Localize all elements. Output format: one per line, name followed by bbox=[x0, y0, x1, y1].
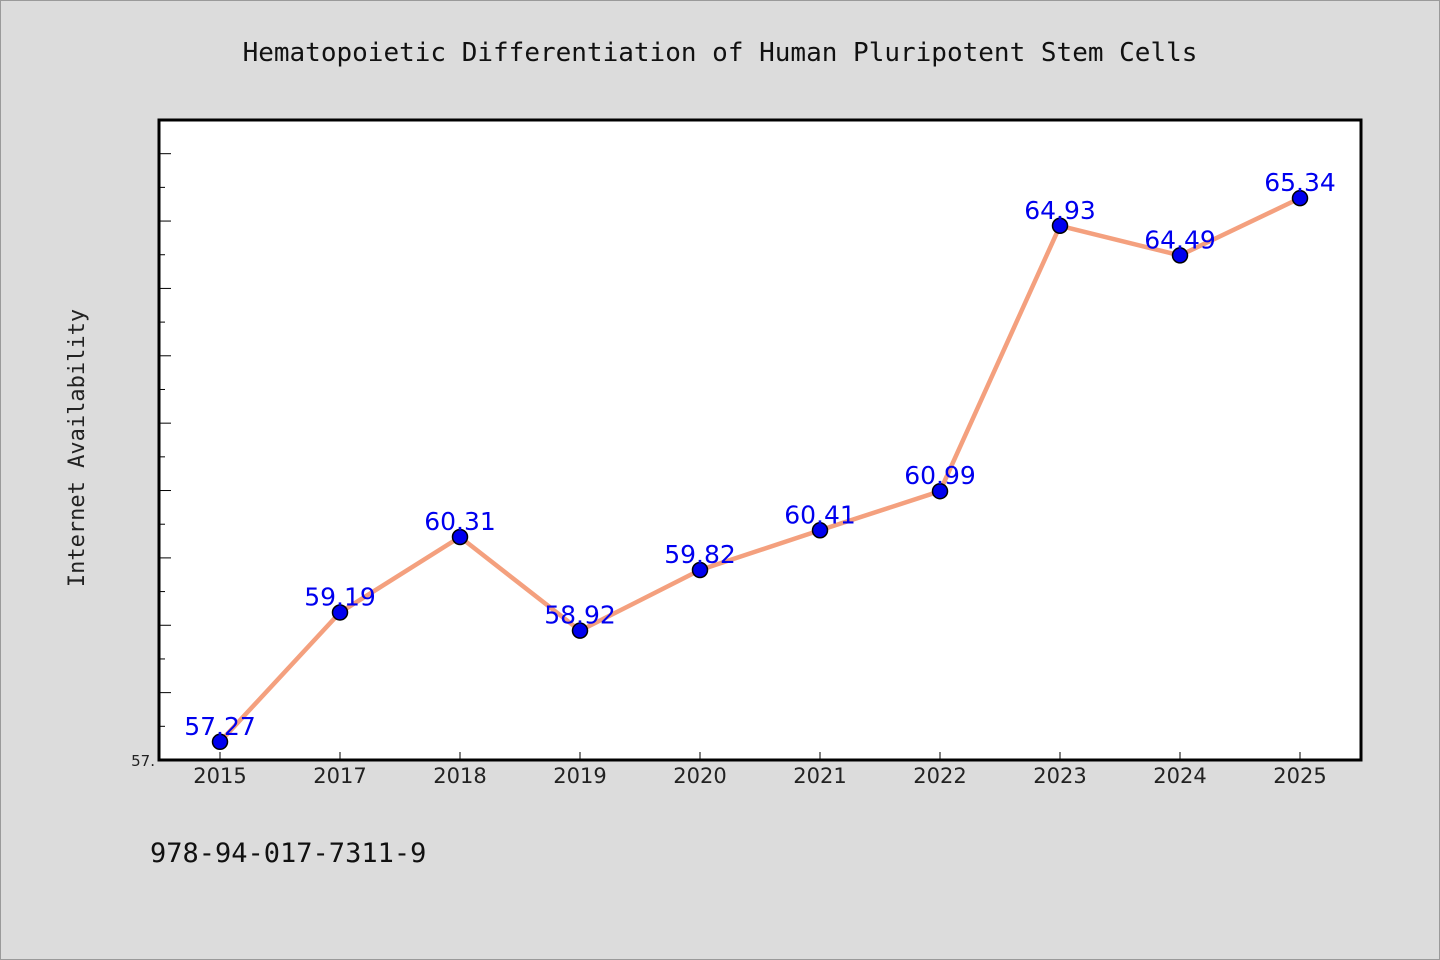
y-axis-label: Internet Availability bbox=[65, 309, 90, 587]
data-label: 57.27 bbox=[184, 712, 256, 741]
data-point bbox=[1291, 189, 1309, 207]
x-tick-label: 2020 bbox=[673, 764, 726, 788]
data-point bbox=[571, 622, 589, 639]
data-label: 59.82 bbox=[664, 540, 736, 569]
data-label: 64.49 bbox=[1144, 225, 1216, 254]
x-tick-label: 2018 bbox=[433, 764, 486, 788]
data-label: 64.93 bbox=[1024, 196, 1096, 225]
x-tick-label: 2019 bbox=[553, 764, 606, 788]
x-tick-label: 2022 bbox=[913, 764, 966, 788]
chart-title: Hematopoietic Differentiation of Human P… bbox=[243, 38, 1198, 68]
data-label: 60.31 bbox=[424, 507, 496, 536]
data-point bbox=[1171, 247, 1189, 264]
x-tick-label: 2021 bbox=[793, 764, 846, 788]
series-line-group bbox=[217, 195, 1303, 745]
data-label: 58.92 bbox=[544, 601, 616, 630]
data-point bbox=[811, 522, 829, 539]
x-tick-label: 2017 bbox=[313, 764, 366, 788]
x-tick-label: 2025 bbox=[1273, 764, 1326, 788]
data-point bbox=[691, 561, 709, 579]
data-point bbox=[211, 733, 229, 751]
data-point bbox=[931, 482, 949, 500]
plot-area bbox=[157, 118, 1363, 762]
x-tick-label: 2024 bbox=[1153, 764, 1206, 788]
x-tick-label: 2015 bbox=[193, 764, 246, 788]
data-point bbox=[451, 528, 469, 546]
y-axis: 57. bbox=[131, 752, 155, 770]
data-point bbox=[331, 604, 349, 621]
data-labels-group: 57.27 59.19 60.31 58.92 59.82 60.41 60.99 64.93… bbox=[184, 168, 1336, 741]
data-label: 59.19 bbox=[304, 582, 376, 611]
y-tick-label: 57. bbox=[131, 752, 155, 770]
data-point bbox=[1051, 217, 1069, 235]
y-axis-ticks bbox=[159, 119, 171, 761]
series-line bbox=[217, 195, 1303, 745]
isbn-footer: 978-94-017-7311-9 bbox=[150, 838, 426, 869]
data-label: 60.99 bbox=[904, 461, 976, 490]
series-markers-group bbox=[211, 189, 1309, 751]
x-tick-label: 2023 bbox=[1033, 764, 1086, 788]
data-label: 65.34 bbox=[1264, 168, 1336, 197]
data-label: 60.41 bbox=[784, 500, 856, 529]
x-axis: 2015 2017 2018 2019 2020 2021 2022 2023 2024 2025 bbox=[193, 752, 1327, 788]
